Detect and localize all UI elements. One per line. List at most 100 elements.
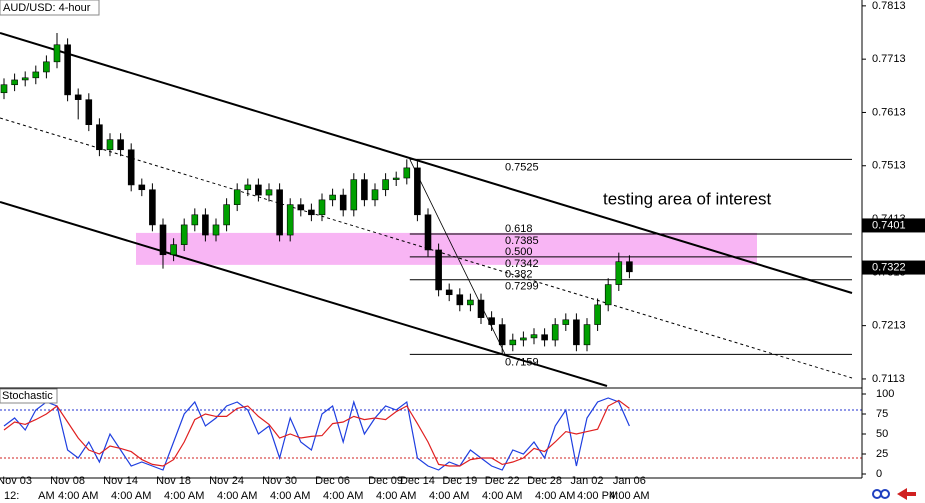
- candle-body: [11, 79, 18, 86]
- x-time-label: 4:00 AM: [535, 490, 575, 502]
- candle-body: [286, 204, 294, 236]
- candle-body: [551, 324, 559, 341]
- x-time-label: 4:00 AM: [609, 490, 649, 502]
- price-marker: [862, 218, 925, 233]
- candle-body: [159, 224, 167, 256]
- price-marker-label: 0.7322: [872, 261, 906, 273]
- candle-body: [127, 149, 135, 186]
- fib-price: 0.7299: [505, 281, 539, 293]
- candle-body: [339, 194, 347, 211]
- candle-body: [520, 337, 527, 341]
- candle-body: [573, 319, 580, 346]
- candle-body: [541, 334, 548, 341]
- x-tick-label: Jan 06: [613, 475, 646, 487]
- candle-body: [329, 194, 336, 201]
- y-tick-label: 0.7513: [872, 160, 906, 172]
- candle-body: [392, 177, 400, 180]
- candle-body: [498, 324, 506, 346]
- candle-body: [467, 299, 474, 306]
- y-tick-label: 75: [876, 408, 888, 420]
- x-time-label: 4:00 AM: [270, 490, 310, 502]
- x-tick-label: Nov 24: [209, 475, 244, 487]
- candle-body: [21, 77, 29, 81]
- candle-body: [96, 124, 103, 151]
- x-tick-label: Nov 18: [156, 475, 191, 487]
- x-time-label: 12:: [4, 490, 19, 502]
- indicator-title: Stochastic: [2, 390, 53, 402]
- x-time-label: 4:00 AM: [376, 490, 416, 502]
- fib-ratio: 0.500: [505, 246, 533, 258]
- y-tick-label: 25: [876, 448, 888, 460]
- x-tick-label: Dec 09: [368, 475, 403, 487]
- x-time-label: 4:00 PM: [577, 490, 618, 502]
- candle-body: [255, 184, 262, 196]
- candle-body: [308, 209, 315, 216]
- price-marker-label: 0.7401: [872, 219, 906, 231]
- fib-price: 0.7159: [505, 356, 539, 368]
- candle-body: [318, 199, 326, 216]
- x-time-label: 4:00 AM: [429, 490, 469, 502]
- x-tick-label: Dec 06: [315, 475, 350, 487]
- candle-body: [477, 299, 485, 318]
- x-tick-label: Dec 28: [527, 475, 562, 487]
- y-tick-label: 0.7213: [872, 320, 906, 332]
- candle-body: [106, 139, 114, 151]
- candle-body: [382, 179, 389, 191]
- x-time-label: 4:00 AM: [323, 490, 363, 502]
- x-time-label: 4:00 AM: [482, 490, 522, 502]
- candle-body: [74, 94, 82, 100]
- x-tick-label: Nov 08: [50, 475, 85, 487]
- candle-body: [371, 189, 379, 201]
- candle-body: [583, 324, 591, 346]
- x-tick-label: Nov 30: [262, 475, 297, 487]
- channel-upper: [0, 32, 853, 294]
- candle-body: [424, 214, 432, 251]
- candle-body: [403, 167, 411, 179]
- candle-body: [233, 189, 241, 205]
- channel-lower: [0, 201, 608, 387]
- fib-ratio: 0.618: [505, 223, 533, 235]
- candle-body: [117, 139, 124, 151]
- y-tick-label: 0.7813: [872, 0, 906, 12]
- candle-body: [276, 189, 283, 236]
- candle-body: [149, 189, 156, 226]
- zone: [136, 232, 757, 265]
- candle-body: [435, 249, 442, 291]
- candle-body: [361, 179, 368, 201]
- candle-body: [604, 284, 612, 306]
- candle-body: [212, 224, 220, 236]
- y-tick-label: 100: [876, 388, 894, 400]
- y-tick-label: 0: [876, 468, 882, 480]
- x-tick-label: Dec 22: [485, 475, 520, 487]
- fib-price: 0.7525: [505, 161, 539, 173]
- candle-body: [488, 317, 495, 325]
- arrow-icon[interactable]: [897, 488, 916, 500]
- candle-body: [414, 167, 421, 216]
- candle-body: [32, 71, 40, 79]
- candle-body: [350, 179, 358, 211]
- candle-body: [85, 99, 93, 126]
- indicator-title-box: [0, 388, 58, 404]
- x-time-label: AM: [38, 490, 55, 502]
- candle-body: [530, 334, 538, 339]
- x-tick-label: Nov 14: [103, 475, 138, 487]
- candle-body: [138, 184, 146, 191]
- candle-body: [297, 204, 305, 211]
- stochastic-line: [3, 397, 630, 471]
- fib-price: 0.7385: [505, 235, 539, 247]
- fib-price: 0.7342: [505, 258, 539, 270]
- chart-title: AUD/USD: 4-hour: [3, 2, 91, 14]
- y-tick-label: 0.7713: [872, 53, 906, 65]
- candle-body: [180, 224, 188, 245]
- link-icon[interactable]: [872, 489, 890, 499]
- candle-body: [562, 319, 570, 325]
- candle-body: [594, 304, 601, 325]
- candle-body: [170, 244, 177, 256]
- candle-body: [223, 204, 230, 226]
- x-time-label: 4:00 AM: [58, 490, 98, 502]
- candle-body: [265, 189, 273, 196]
- candle-body: [0, 84, 8, 94]
- x-time-label: 4:00 AM: [164, 490, 204, 502]
- zone-layer: [136, 232, 757, 265]
